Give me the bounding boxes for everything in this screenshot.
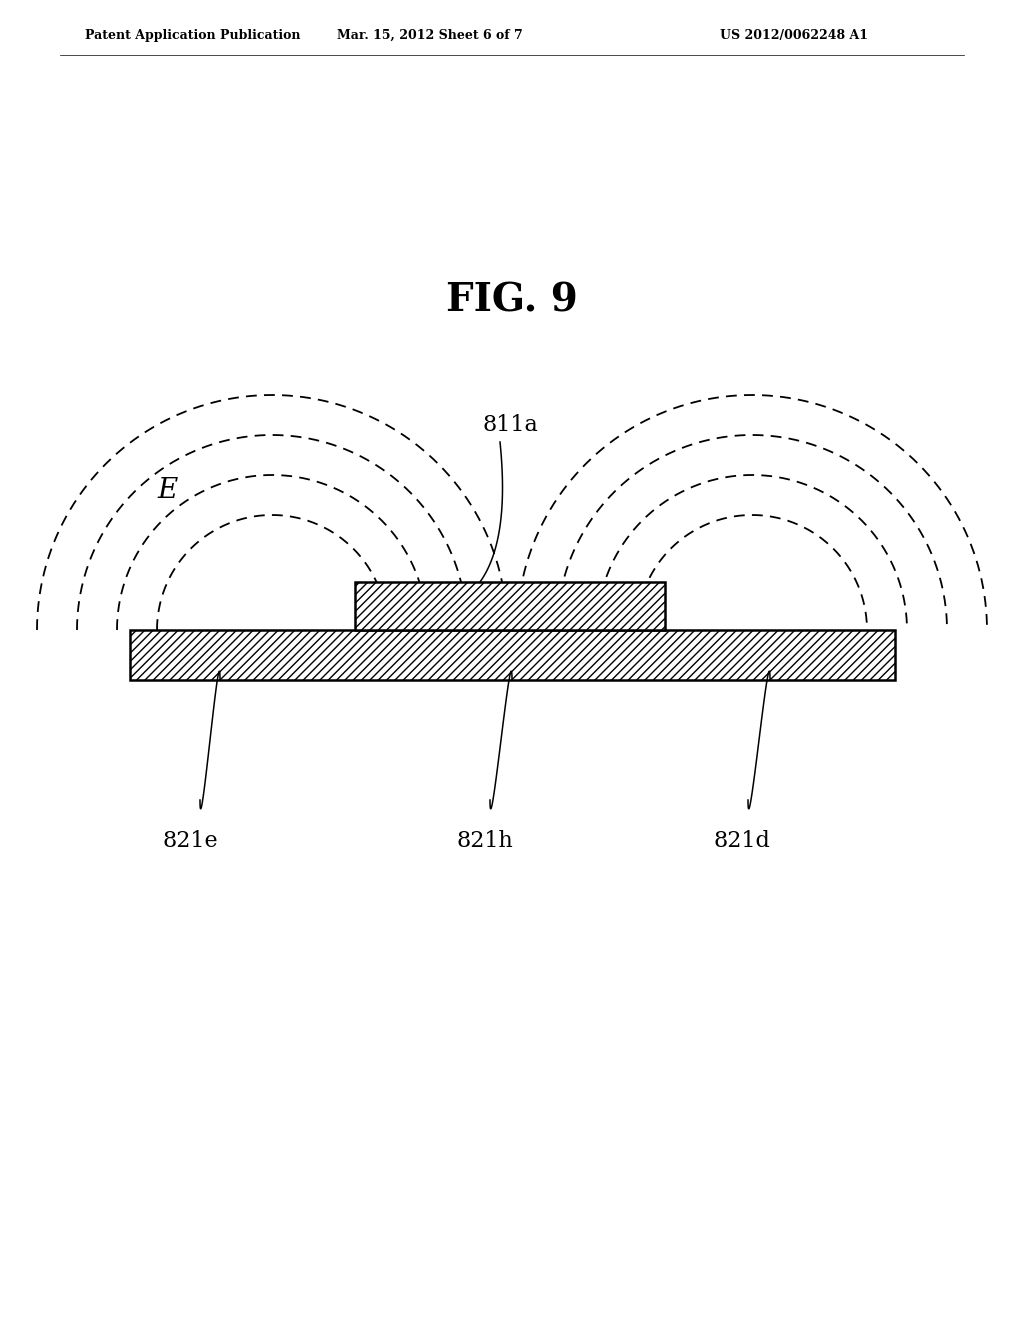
Text: 821e: 821e [162,830,218,851]
Text: FIG. 9: FIG. 9 [446,281,578,319]
Text: 821h: 821h [457,830,513,851]
Text: US 2012/0062248 A1: US 2012/0062248 A1 [720,29,868,41]
Text: E: E [158,477,178,503]
Bar [130,630,895,680]
Text: Mar. 15, 2012 Sheet 6 of 7: Mar. 15, 2012 Sheet 6 of 7 [337,29,523,41]
Text: 821d: 821d [714,830,770,851]
Bar [355,582,665,630]
Text: 811a: 811a [482,414,538,436]
Text: Patent Application Publication: Patent Application Publication [85,29,300,41]
